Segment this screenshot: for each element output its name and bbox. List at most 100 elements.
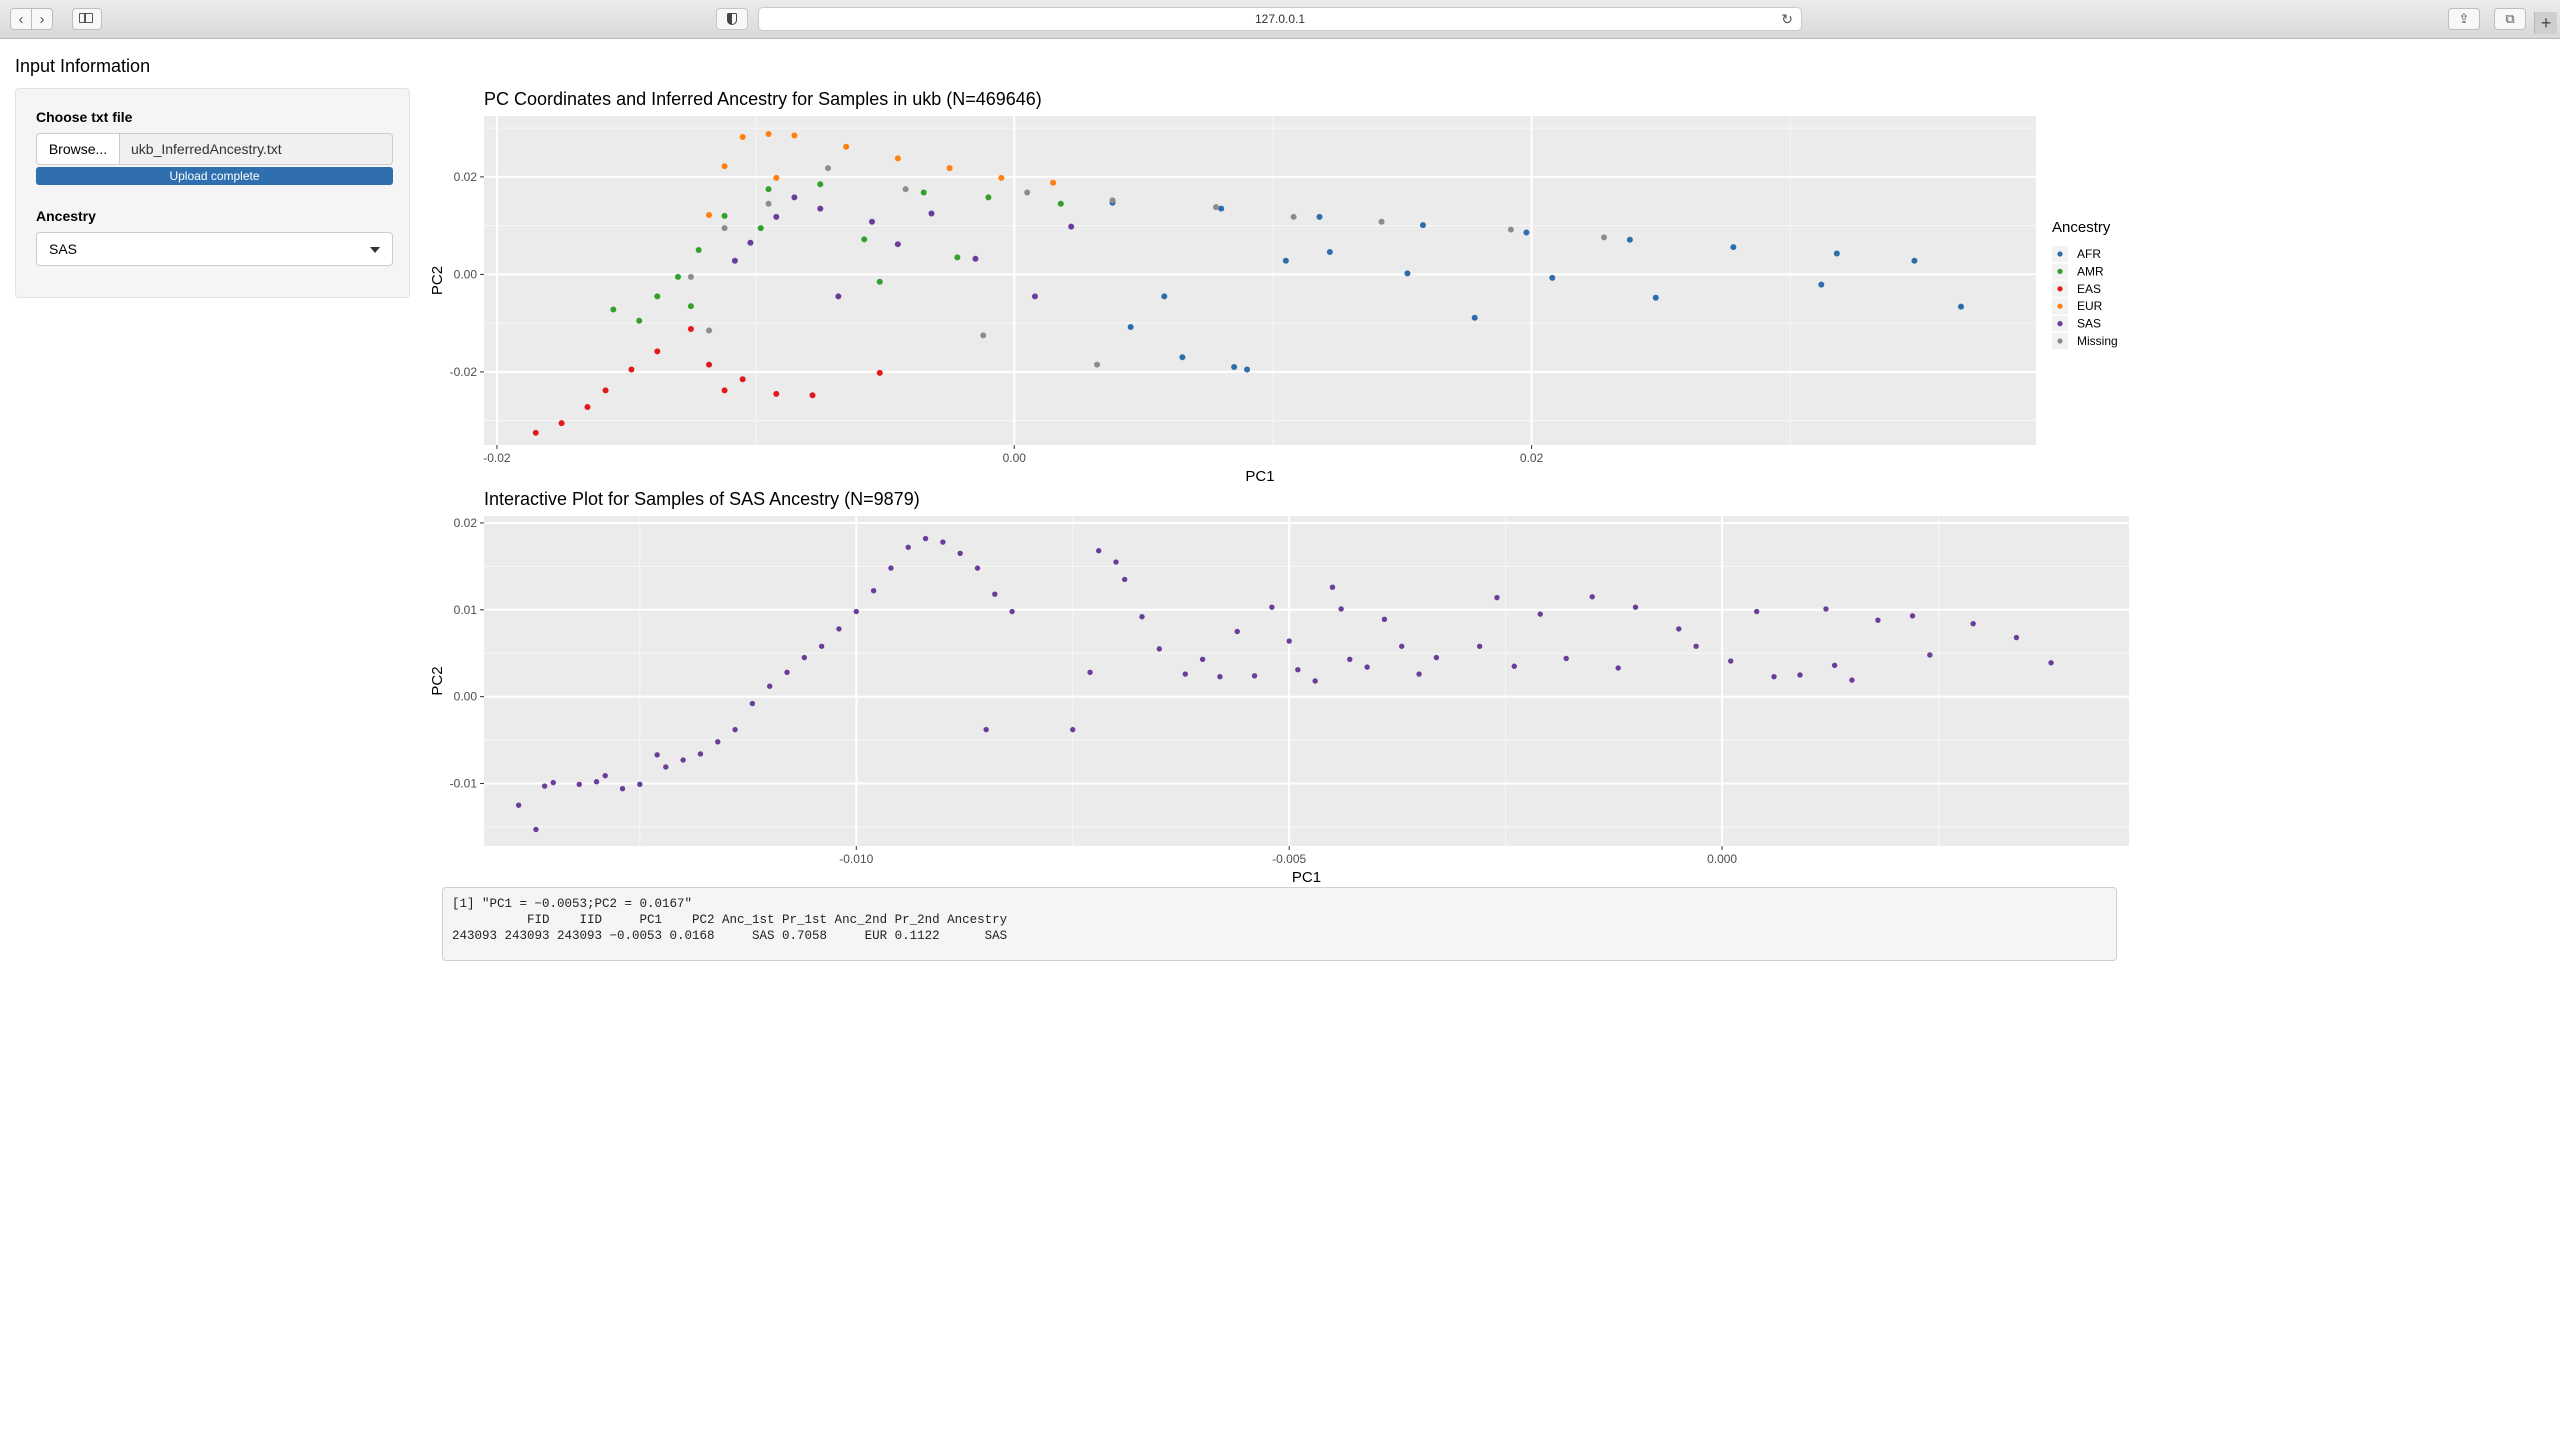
data-point[interactable] [1312, 678, 1318, 684]
data-point[interactable] [773, 174, 780, 181]
data-point[interactable] [1199, 656, 1206, 662]
data-point[interactable] [1094, 361, 1101, 368]
data-point[interactable] [1589, 594, 1595, 600]
data-point[interactable] [1161, 293, 1168, 300]
tabs-icon[interactable]: ⧉ [2494, 8, 2526, 30]
data-point[interactable] [1416, 671, 1422, 677]
data-point[interactable] [706, 361, 713, 368]
data-point[interactable] [1244, 366, 1251, 373]
data-point[interactable] [1818, 281, 1825, 288]
back-arrow-icon[interactable]: ‹ [10, 8, 32, 30]
sas-interactive-scatter-plot[interactable]: -0.010 -0.005 0.000 0.02 0.01 0.00 -0.01 PC1 PC2 [0, 0, 2560, 900]
data-point[interactable] [920, 189, 927, 196]
data-point[interactable] [1970, 620, 1976, 627]
address-bar[interactable]: 127.0.0.1 ↻ [758, 7, 1802, 31]
data-point[interactable] [1182, 671, 1188, 677]
data-point[interactable] [998, 174, 1005, 181]
forward-arrow-icon[interactable]: › [32, 8, 53, 30]
data-point[interactable] [1024, 189, 1031, 196]
data-point[interactable] [992, 591, 998, 597]
file-input[interactable]: Browse... ukb_InferredAncestry.txt [36, 133, 393, 165]
data-point[interactable] [1404, 270, 1411, 277]
data-point[interactable] [1068, 223, 1075, 230]
data-point[interactable] [1096, 548, 1102, 554]
data-point[interactable] [1433, 654, 1440, 661]
data-point[interactable] [940, 539, 946, 545]
data-point[interactable] [1754, 608, 1760, 615]
data-point[interactable] [654, 752, 660, 758]
data-point[interactable] [894, 155, 901, 162]
data-point[interactable] [533, 826, 539, 833]
data-point[interactable] [721, 387, 728, 394]
data-point[interactable] [1217, 673, 1223, 680]
data-point[interactable] [1156, 646, 1163, 652]
data-point[interactable] [1347, 656, 1353, 662]
data-point[interactable] [541, 783, 548, 789]
data-point[interactable] [957, 550, 963, 557]
data-point[interactable] [732, 726, 738, 733]
data-point[interactable] [825, 165, 832, 172]
data-point[interactable] [1399, 643, 1405, 649]
data-point[interactable] [1549, 274, 1556, 281]
data-point[interactable] [1471, 314, 1478, 321]
data-point[interactable] [876, 369, 883, 376]
data-point[interactable] [843, 143, 850, 150]
data-point[interactable] [1476, 643, 1483, 649]
data-point[interactable] [654, 348, 661, 355]
data-point[interactable] [972, 255, 979, 262]
data-point[interactable] [894, 241, 901, 248]
data-point[interactable] [1316, 213, 1323, 220]
data-point[interactable] [675, 273, 681, 280]
data-point[interactable] [922, 535, 929, 542]
data-point[interactable] [888, 565, 894, 571]
data-point[interactable] [1234, 628, 1240, 635]
data-point[interactable] [1329, 584, 1336, 590]
data-point[interactable] [739, 133, 746, 140]
data-point[interactable] [784, 669, 790, 676]
data-point[interactable] [532, 429, 539, 436]
data-point[interactable] [602, 387, 609, 394]
data-point[interactable] [697, 751, 704, 757]
data-point[interactable] [791, 132, 798, 139]
data-point[interactable] [773, 213, 780, 220]
browse-button[interactable]: Browse... [36, 133, 120, 165]
data-point[interactable] [1728, 658, 1734, 664]
data-point[interactable] [695, 247, 702, 254]
data-point[interactable] [1381, 616, 1388, 623]
data-point[interactable] [1050, 179, 1057, 186]
data-point[interactable] [980, 332, 987, 339]
data-point[interactable] [663, 764, 669, 770]
data-point[interactable] [1213, 204, 1220, 211]
data-point[interactable] [1251, 673, 1258, 679]
data-point[interactable] [876, 278, 883, 285]
data-point[interactable] [818, 643, 825, 649]
data-point[interactable] [584, 403, 591, 410]
data-point[interactable] [954, 254, 961, 261]
data-point[interactable] [1057, 200, 1064, 207]
data-point[interactable] [1676, 626, 1682, 632]
data-point[interactable] [853, 608, 859, 615]
data-point[interactable] [946, 165, 953, 172]
data-point[interactable] [1875, 617, 1881, 623]
data-point[interactable] [1652, 294, 1659, 301]
file-name-field[interactable]: ukb_InferredAncestry.txt [120, 133, 393, 165]
data-point[interactable] [983, 726, 989, 733]
data-point[interactable] [721, 212, 728, 219]
data-point[interactable] [1121, 576, 1128, 583]
data-point[interactable] [1127, 324, 1134, 331]
data-point[interactable] [809, 392, 816, 399]
ancestry-select[interactable]: SAS [36, 232, 393, 266]
data-point[interactable] [2048, 660, 2054, 666]
data-point[interactable] [974, 565, 981, 571]
data-point[interactable] [687, 325, 694, 332]
data-point[interactable] [1109, 197, 1116, 204]
data-point[interactable] [576, 781, 582, 788]
data-point[interactable] [515, 802, 522, 808]
data-point[interactable] [1507, 226, 1514, 233]
data-point[interactable] [1771, 673, 1777, 680]
data-point[interactable] [1833, 250, 1840, 257]
data-point[interactable] [687, 303, 694, 310]
data-point[interactable] [1139, 614, 1145, 620]
data-point[interactable] [1730, 244, 1737, 251]
data-point[interactable] [1693, 643, 1699, 649]
